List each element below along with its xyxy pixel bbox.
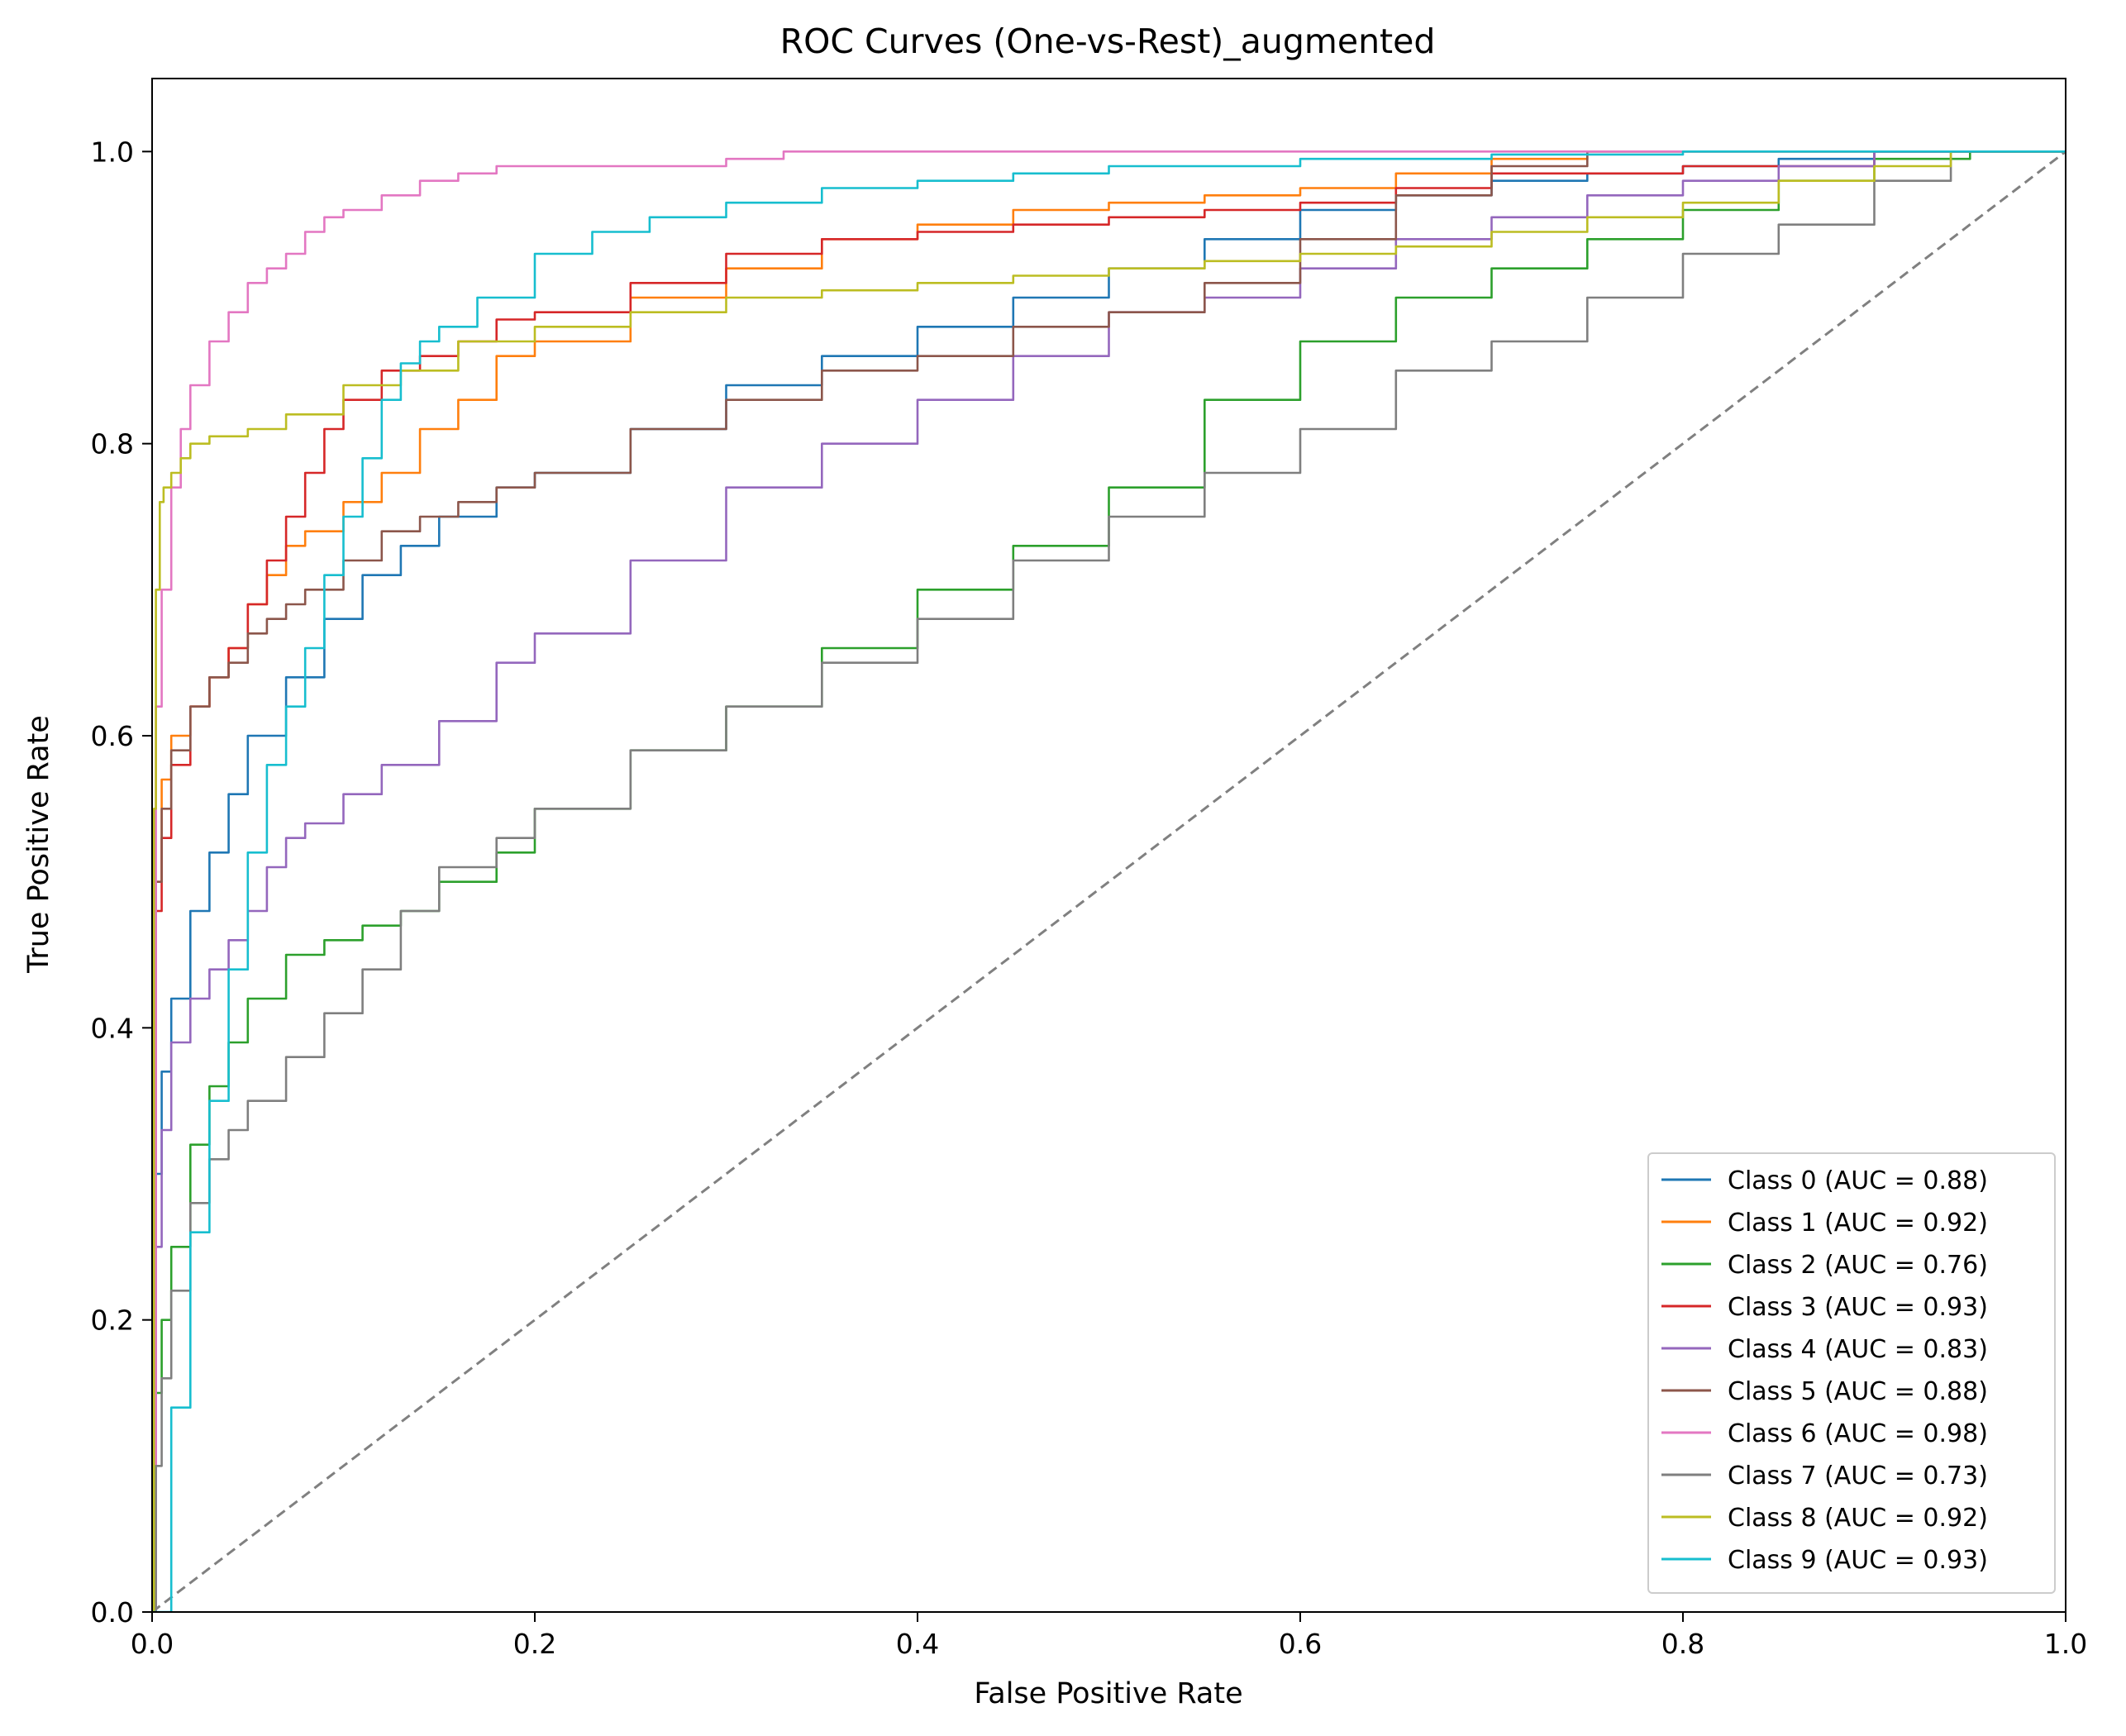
y-tick-label: 0.0 bbox=[91, 1596, 134, 1629]
legend-entry-label: Class 9 (AUC = 0.93) bbox=[1728, 1546, 1988, 1575]
roc-curve-class-9 bbox=[152, 150, 2066, 1612]
legend-entry-label: Class 7 (AUC = 0.73) bbox=[1728, 1462, 1988, 1490]
y-axis-label: True Positive Rate bbox=[22, 715, 55, 974]
legend-entry-label: Class 6 (AUC = 0.98) bbox=[1728, 1419, 1988, 1448]
x-tick-label: 0.4 bbox=[896, 1628, 939, 1660]
y-tick-label: 0.6 bbox=[91, 720, 134, 752]
x-tick-label: 0.6 bbox=[1279, 1628, 1322, 1660]
x-tick-label: 1.0 bbox=[2044, 1628, 2087, 1660]
legend: Class 0 (AUC = 0.88) Class 1 (AUC = 0.92)… bbox=[1647, 1152, 2056, 1594]
x-tick-label: 0.2 bbox=[513, 1628, 556, 1660]
reference-line-layer bbox=[152, 150, 2066, 1612]
series-layer bbox=[152, 150, 2066, 1612]
roc-curve-class-6 bbox=[152, 150, 2066, 1612]
y-tick-label: 0.2 bbox=[91, 1304, 134, 1337]
roc-curve-class-8 bbox=[152, 150, 2066, 1612]
legend-entry-label: Class 1 (AUC = 0.92) bbox=[1728, 1209, 1988, 1238]
legend-entry-label: Class 2 (AUC = 0.76) bbox=[1728, 1251, 1988, 1280]
legend-entry-label: Class 4 (AUC = 0.83) bbox=[1728, 1335, 1988, 1364]
y-tick-label: 0.4 bbox=[91, 1012, 134, 1044]
plot-frame bbox=[151, 78, 2066, 1613]
y-tick-label: 1.0 bbox=[91, 136, 134, 168]
legend-entry-label: Class 8 (AUC = 0.92) bbox=[1728, 1504, 1988, 1533]
legend-entry-label: Class 5 (AUC = 0.88) bbox=[1728, 1377, 1988, 1406]
y-axis: 0.0 0.2 0.4 0.6 0.8 1.0 bbox=[91, 136, 152, 1629]
y-tick-label: 0.8 bbox=[91, 428, 134, 460]
plot-area bbox=[152, 150, 2066, 1612]
chance-diagonal-line bbox=[152, 150, 2066, 1612]
x-tick-label: 0.0 bbox=[131, 1628, 174, 1660]
legend-entry-label: Class 0 (AUC = 0.88) bbox=[1728, 1166, 1988, 1195]
x-tick-label: 0.8 bbox=[1661, 1628, 1704, 1660]
chart-title: ROC Curves (One-vs-Rest)_augmented bbox=[780, 21, 1436, 61]
legend-frame bbox=[1647, 1152, 2056, 1594]
x-axis-label: False Positive Rate bbox=[974, 1677, 1242, 1710]
x-axis: 0.0 0.2 0.4 0.6 0.8 1.0 bbox=[131, 1612, 2087, 1660]
legend-entry-label: Class 3 (AUC = 0.93) bbox=[1728, 1293, 1988, 1322]
